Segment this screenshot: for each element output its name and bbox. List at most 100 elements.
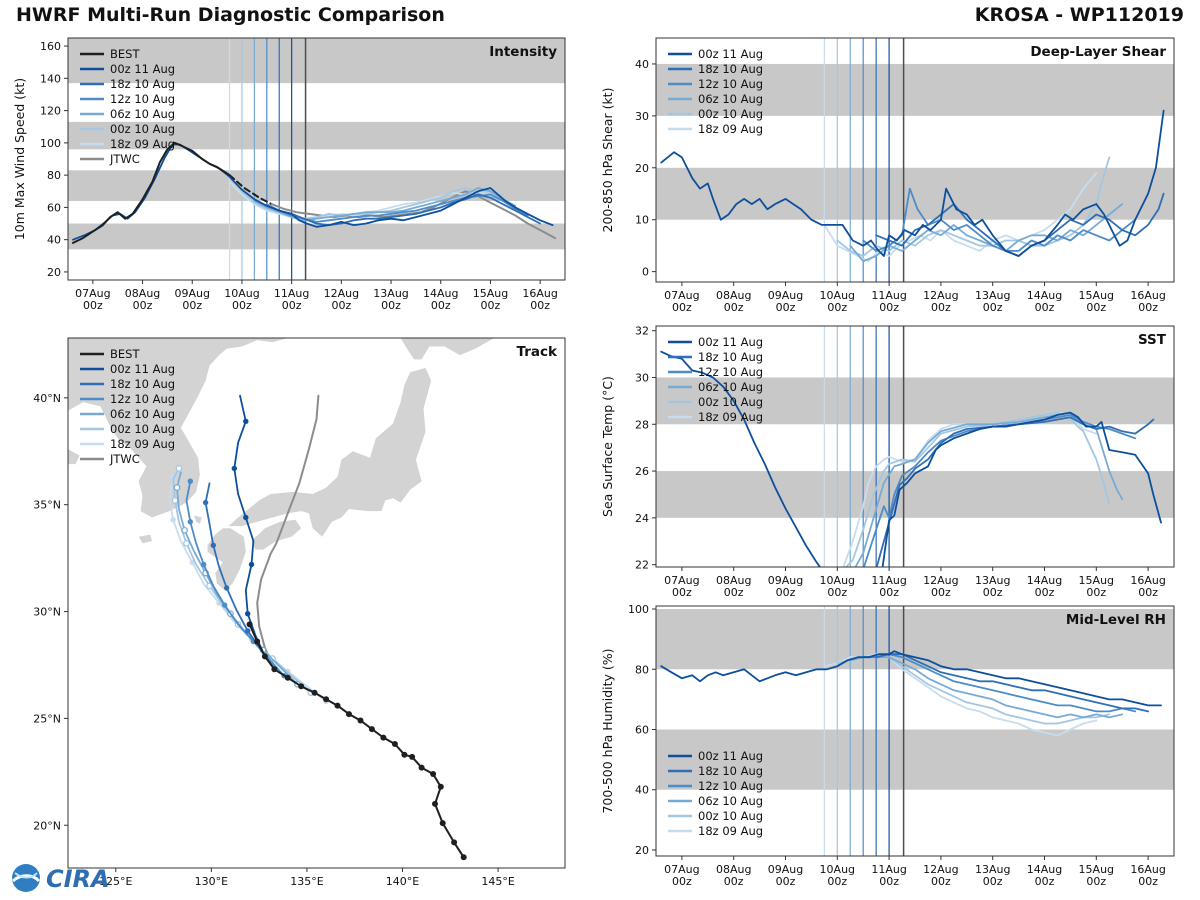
x-tick-label: 14Aug 00z	[423, 287, 458, 312]
track-point	[311, 689, 318, 696]
x-tick-label: 12Aug 00z	[923, 863, 958, 888]
y-tick-label: 22	[635, 559, 649, 572]
x-tick-label: 16Aug 00z	[1130, 863, 1165, 888]
intensity-panel-title: Intensity	[489, 44, 557, 60]
panel-border	[655, 605, 1175, 857]
category-band	[68, 38, 565, 84]
x-tick-label: 09Aug 00z	[175, 287, 210, 312]
y-axis-label: 200-850 hPa Shear (kt)	[600, 88, 615, 233]
track-point	[248, 561, 255, 568]
legend-label: 18z 09 Aug	[698, 824, 763, 838]
x-tick-label: 10Aug 00z	[820, 574, 855, 599]
x-tick-label: 09Aug 00z	[768, 289, 803, 314]
track-panel-title: Track	[517, 344, 558, 360]
series-jtwc	[270, 190, 557, 240]
legend-label: 18z 10 Aug	[698, 350, 763, 364]
track-point	[171, 497, 179, 504]
rh-panel: 20 40 60 80 100 07Aug 00z 08Aug 00z 09Aug 00z 10Aug…	[600, 603, 1175, 888]
y-tick-label: 140	[40, 72, 61, 85]
y-tick-label: 160	[40, 40, 61, 53]
track-point	[334, 702, 341, 709]
shear-panel-title: Deep-Layer Shear	[1030, 44, 1166, 60]
y-tick-label: 32	[635, 325, 649, 338]
series-r4	[849, 203, 1124, 263]
y-tick-label: 25°N	[33, 712, 61, 725]
y-tick-label: 26	[635, 465, 649, 478]
x-tick-label: 08Aug 00z	[125, 287, 160, 312]
sst-panel-title: SST	[1138, 332, 1167, 348]
legend-label: 06z 10 Aug	[698, 794, 763, 808]
track-point	[245, 628, 251, 634]
x-tick-label: 07Aug 00z	[664, 574, 699, 599]
track-point	[222, 602, 228, 608]
series-r2	[204, 482, 276, 671]
track-point	[187, 519, 193, 525]
x-tick-label: 07Aug 00z	[75, 287, 110, 312]
x-tick-label: 08Aug 00z	[716, 574, 751, 599]
x-tick-label: 15Aug 00z	[1079, 863, 1114, 888]
x-tick-label: 16Aug 00z	[522, 287, 557, 312]
legend-label: 12z 10 Aug	[698, 779, 763, 793]
panel-border	[67, 37, 566, 281]
series-r3	[862, 187, 1137, 252]
legend-label: 06z 10 Aug	[698, 92, 763, 106]
y-tick-label: 20	[47, 266, 61, 279]
y-axis-label: Sea Surface Temp (°C)	[600, 376, 615, 517]
landmass	[207, 528, 246, 591]
series-r1	[660, 109, 1165, 257]
panel-border	[655, 37, 1175, 283]
track-point	[401, 751, 408, 758]
track-panel: 20°N 25°N 30°N 35°N 40°N 125°E 130°E 135°E 140°E…	[33, 337, 566, 888]
track-point	[437, 783, 444, 790]
legend-label: 00z 10 Aug	[110, 422, 175, 436]
legend-label: 00z 10 Aug	[698, 809, 763, 823]
track-point	[243, 418, 249, 424]
y-tick-label: 28	[635, 418, 649, 431]
intensity-panel: 20 40 60 80 100 120 140 160 07Aug 00z 08Aug 00z 09Au…	[12, 37, 566, 312]
track-point	[201, 561, 207, 568]
track-point	[245, 611, 251, 617]
x-tick-label: 14Aug 00z	[1027, 289, 1062, 314]
series-r5	[844, 411, 1111, 567]
x-tick-label: 145°E	[481, 875, 514, 888]
y-tick-label: 30	[635, 110, 649, 123]
track-point	[368, 726, 375, 733]
x-tick-label: 11Aug 00z	[274, 287, 309, 312]
track-point	[391, 741, 398, 747]
series-r6	[842, 411, 1098, 567]
legend-label: JTWC	[109, 152, 140, 166]
legend-label: 18z 09 Aug	[698, 410, 763, 424]
legend-label: 12z 10 Aug	[698, 365, 763, 379]
series-r1	[233, 394, 266, 658]
series-r3	[862, 653, 1137, 713]
main-title: HWRF Multi-Run Diagnostic Comparison	[16, 4, 445, 26]
track-point	[173, 484, 181, 491]
landmass	[400, 338, 495, 360]
legend-label: 18z 09 Aug	[110, 437, 175, 451]
y-tick-label: 10	[635, 214, 649, 227]
landmass	[68, 338, 288, 518]
landmass	[194, 515, 202, 524]
legend-label: 00z 10 Aug	[110, 122, 175, 136]
x-tick-label: 10Aug 00z	[224, 287, 259, 312]
track-point	[183, 539, 190, 547]
x-tick-label: 11Aug 00z	[871, 863, 906, 888]
legend-label: 12z 10 Aug	[110, 92, 175, 106]
series-r4	[176, 471, 299, 686]
legend-label: 06z 10 Aug	[110, 107, 175, 121]
y-axis-label: 10m Max Wind Speed (kt)	[12, 78, 27, 240]
x-tick-label: 12Aug 00z	[324, 287, 359, 312]
x-tick-label: 140°E	[386, 875, 419, 888]
series-jtwc	[256, 394, 320, 671]
x-tick-label: 15Aug 00z	[1079, 574, 1114, 599]
x-tick-label: 08Aug 00z	[716, 289, 751, 314]
series-r1	[660, 650, 1162, 707]
legend-label: 00z 11 Aug	[698, 335, 763, 349]
landmass	[138, 534, 153, 544]
legend-label: 00z 10 Aug	[698, 395, 763, 409]
track-point	[418, 764, 425, 771]
track-point	[210, 542, 216, 548]
y-tick-label: 40	[635, 784, 649, 797]
